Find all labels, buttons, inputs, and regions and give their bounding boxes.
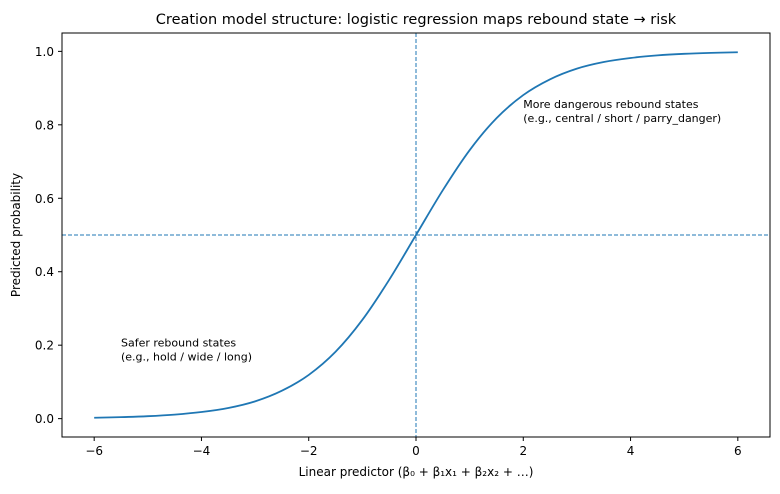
x-tick-label: −6 xyxy=(85,444,103,458)
y-tick-label: 0.6 xyxy=(35,192,54,206)
annotation-text: (e.g., central / short / parry_danger) xyxy=(523,112,721,125)
annotation-text: Safer rebound states xyxy=(121,337,236,350)
y-tick-label: 0.2 xyxy=(35,339,54,353)
x-tick-label: 2 xyxy=(519,444,527,458)
x-axis-label: Linear predictor (β₀ + β₁x₁ + β₂x₂ + …) xyxy=(299,465,534,479)
x-tick-label: −2 xyxy=(300,444,318,458)
x-tick-label: 4 xyxy=(627,444,635,458)
plot-area: −6 −4 −2 0 2 4 6 0.0 0.2 0.4 0.6 0.8 1.0 Safer reboun… xyxy=(35,33,770,458)
x-tick-label: 6 xyxy=(734,444,742,458)
x-tick-label: 0 xyxy=(412,444,420,458)
y-tick-label: 0.8 xyxy=(35,118,54,132)
chart-title: Creation model structure: logistic regre… xyxy=(156,12,677,28)
axes-frame xyxy=(61,32,771,438)
y-tick-label: 0.0 xyxy=(35,412,54,426)
y-tick-label: 0.4 xyxy=(35,265,54,279)
x-tick-label: −4 xyxy=(193,444,211,458)
annotation-text: More dangerous rebound states xyxy=(523,98,698,111)
y-axis-label: Predicted probability xyxy=(9,173,23,297)
annotation-text: (e.g., hold / wide / long) xyxy=(121,351,252,364)
y-tick-label: 1.0 xyxy=(35,45,54,59)
